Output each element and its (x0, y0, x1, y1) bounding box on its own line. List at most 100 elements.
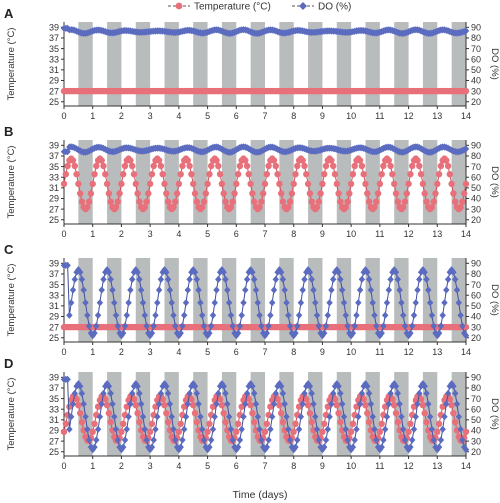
temperature-point (313, 204, 321, 211)
do-point (428, 311, 436, 319)
temperature-point (331, 396, 339, 403)
temperature-point (400, 204, 407, 211)
left-tick-label: 35 (49, 394, 59, 404)
temperature-point (360, 396, 367, 403)
temperature-point (75, 402, 82, 409)
x-tick-label: 2 (119, 461, 124, 471)
x-tick-label: 7 (262, 229, 267, 239)
y-left-label: Temperature (°C) (6, 264, 17, 337)
temperature-point (206, 420, 213, 427)
do-point (112, 311, 120, 319)
do-point (179, 322, 186, 330)
temperature-point (218, 402, 226, 409)
do-point (145, 443, 152, 451)
temperature-point (251, 198, 258, 205)
temperature-point (306, 410, 314, 417)
do-point (229, 436, 236, 444)
do-point (220, 268, 227, 276)
do-point (265, 436, 272, 444)
temperature-point (279, 198, 287, 205)
do-point (378, 443, 385, 451)
temperature-point (419, 180, 427, 188)
do-point (105, 268, 113, 276)
do-point (123, 425, 130, 433)
x-tick-label: 6 (234, 111, 239, 121)
do-point (398, 299, 405, 307)
do-point (152, 425, 159, 433)
do-point (114, 322, 121, 330)
temperature-point (164, 198, 172, 205)
do-point (103, 380, 111, 388)
do-point (299, 286, 306, 294)
do-point (303, 382, 310, 390)
x-tick-label: 5 (205, 111, 210, 121)
do-point (184, 286, 191, 294)
do-point (367, 286, 375, 294)
do-point (367, 400, 375, 408)
temperature-point (73, 396, 80, 403)
do-point (457, 311, 464, 319)
temperature-point (347, 180, 355, 188)
temperature-point (414, 157, 421, 164)
night-band (250, 22, 265, 106)
left-tick-label: 31 (49, 183, 59, 193)
right-tick-label: 90 (471, 259, 481, 269)
do-point (136, 389, 143, 397)
do-point (425, 286, 432, 294)
do-point (256, 311, 263, 319)
temperature-point (274, 171, 281, 178)
x-tick-label: 3 (148, 229, 153, 239)
do-point (182, 299, 190, 307)
temperature-point (148, 420, 156, 427)
x-tick-label: 14 (461, 229, 471, 239)
temperature-point (84, 204, 91, 211)
do-point (301, 389, 308, 397)
temperature-point (401, 198, 409, 205)
night-band (279, 22, 294, 106)
do-point (297, 413, 305, 421)
do-point (380, 322, 387, 330)
y-right-label: DO (%) (489, 284, 500, 316)
temperature-point (130, 171, 138, 178)
temperature-point (337, 198, 344, 205)
do-point (394, 389, 401, 397)
y-left-label: Temperature (°C) (6, 378, 17, 451)
do-point (263, 443, 270, 451)
do-point (326, 413, 333, 421)
temperature-point (118, 428, 125, 435)
y-left-label: Temperature (°C) (6, 28, 17, 101)
temperature-point (116, 190, 123, 197)
do-point (387, 389, 394, 397)
temperature-point (245, 171, 252, 178)
right-tick-label: 60 (471, 172, 481, 182)
x-tick-label: 1 (90, 347, 95, 357)
temperature-point (444, 162, 452, 170)
temperature-point (159, 396, 166, 403)
night-band (336, 22, 352, 106)
right-tick-label: 20 (471, 97, 481, 107)
temperature-point (304, 180, 312, 188)
do-point (426, 299, 434, 307)
temperature-point (321, 420, 328, 427)
do-point (139, 413, 147, 421)
temperature-point (333, 180, 340, 188)
do-point (407, 443, 414, 451)
do-point (326, 299, 333, 307)
temperature-point (60, 180, 68, 188)
left-tick-label: 33 (49, 404, 59, 414)
do-point (213, 400, 220, 408)
right-tick-label: 40 (471, 76, 481, 86)
do-point (252, 400, 260, 408)
do-point (267, 311, 274, 319)
do-point (172, 436, 179, 444)
do-point (73, 382, 80, 390)
temperature-point (292, 171, 299, 178)
do-point (240, 299, 247, 307)
do-point (152, 311, 159, 319)
do-point (216, 268, 224, 276)
do-point (444, 275, 452, 283)
do-point (100, 389, 107, 397)
temperature-point (459, 198, 466, 205)
do-point (313, 311, 321, 319)
